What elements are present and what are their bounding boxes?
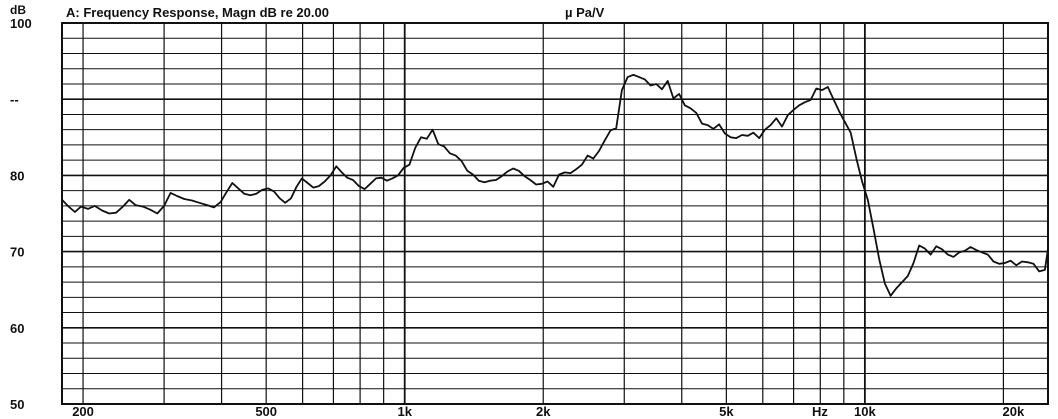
y-tick-label: 60 [10,321,24,336]
reference-unit: µ Pa/V [565,5,605,20]
x-tick-label: 200 [72,404,94,419]
chart-grid [62,23,1048,404]
y-tick-label: 80 [10,168,24,183]
x-tick-label: 2k [536,404,551,419]
response-curve [61,73,1049,297]
x-axis-labels: 200 500 1k 2k 5k 10k 20k [72,404,1025,419]
plot-frame [61,22,1049,405]
y-tick-label: 50 [10,397,24,412]
x-tick-label: 20k [1003,404,1025,419]
x-tick-label: 10k [854,404,876,419]
x-tick-label: 500 [255,404,277,419]
y-tick-label: 100 [10,16,32,31]
chart-title: A: Frequency Response, Magn dB re 20.00 [66,5,329,20]
x-tick-label: 1k [397,404,412,419]
x-tick-label: 5k [719,404,734,419]
y-tick-label: -- [10,92,19,107]
y-axis-labels: 100 -- 80 70 60 50 [10,16,32,412]
x-unit-label: Hz [812,404,828,419]
y-tick-label: 70 [10,245,24,260]
y-unit-label: dB [10,3,26,17]
